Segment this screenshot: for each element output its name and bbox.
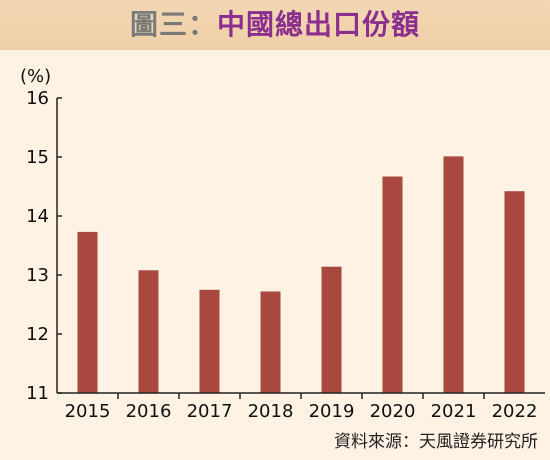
bar-2017 <box>199 289 220 394</box>
x-tick-labels: 2015 2016 2017 2018 2019 2020 2021 2022 <box>65 401 538 422</box>
x-tick-label: 2015 <box>65 401 111 422</box>
axes-group <box>56 97 545 399</box>
y-tick-label: 16 <box>26 88 49 109</box>
y-tick-labels: 11 12 13 14 15 16 <box>26 88 49 404</box>
title-bar <box>0 0 550 50</box>
bar-2020 <box>382 176 403 393</box>
bar-2022 <box>504 191 525 393</box>
y-tick-label: 15 <box>26 147 49 168</box>
bars-group <box>77 156 525 394</box>
bar-2019 <box>321 266 342 393</box>
source-note: 資料來源：天風證券研究所 <box>334 432 538 452</box>
title-main: 中國總出口份額 <box>217 8 421 41</box>
y-tick-label: 12 <box>26 324 49 345</box>
x-tick-label: 2019 <box>309 401 355 422</box>
y-tick-label: 11 <box>26 383 49 404</box>
title-prefix: 圖三： <box>129 8 217 41</box>
y-tick-label: 13 <box>26 265 49 286</box>
x-tick-label: 2022 <box>492 401 538 422</box>
bar-2016 <box>138 270 159 393</box>
y-axis-unit-label: (%) <box>20 66 51 87</box>
bar-2021 <box>443 156 464 393</box>
x-tick-label: 2018 <box>248 401 294 422</box>
x-tick-label: 2021 <box>431 401 477 422</box>
bar-2015 <box>77 231 98 393</box>
bar-2018 <box>260 291 281 393</box>
chart-title: 圖三：中國總出口份額 <box>0 0 550 50</box>
x-tick-label: 2017 <box>187 401 233 422</box>
x-tick-label: 2016 <box>126 401 172 422</box>
y-tick-label: 14 <box>26 206 49 227</box>
x-tick-label: 2020 <box>370 401 416 422</box>
